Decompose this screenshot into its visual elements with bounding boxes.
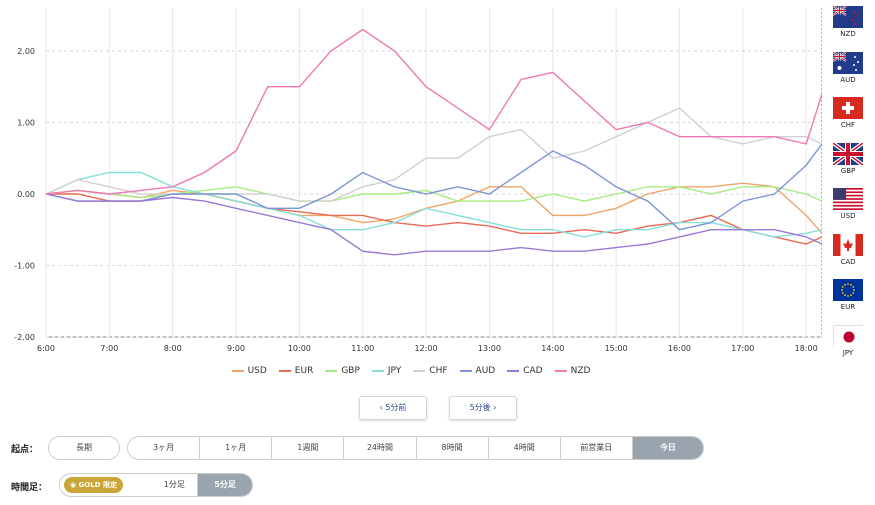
y-tick-label: 2.00 (17, 47, 35, 56)
chart-series (45, 28, 822, 256)
x-tick-label: 15:00 (605, 344, 628, 353)
prev-5min-button[interactable]: ‹ 5分前 (359, 396, 427, 420)
legend-label: JPY (387, 366, 402, 376)
flag-item-gbp[interactable]: GBP (828, 140, 868, 175)
series-line-usd (45, 182, 822, 234)
legend-label: NZD (570, 366, 591, 376)
chart-grid (45, 8, 822, 338)
flag-item-aud[interactable]: AUD (828, 50, 868, 84)
currency-strength-chart: 6:00 7:00 8:00 9:00 10:00 11:00 12:00 13:00 14:0… (14, 8, 822, 353)
flag-item-jpy[interactable]: JPY (828, 324, 868, 357)
legend-swatch (278, 369, 291, 372)
legend-item-eur[interactable]: EUR (278, 366, 314, 376)
x-tick-label: 18:00 (795, 344, 818, 353)
legend-swatch (554, 369, 567, 372)
start-point-label: 起点： (11, 445, 39, 455)
flag-item-cad[interactable]: CAD (828, 233, 868, 266)
series-line-jpy (45, 171, 822, 238)
x-tick-label: 11:00 (351, 344, 374, 353)
series-line-cad (45, 193, 822, 256)
series-line-aud (45, 143, 822, 231)
series-line-eur (46, 193, 822, 245)
timeframe-options: ◉ GOLD 限定 1分足 5分足 (59, 473, 253, 497)
legend-swatch (231, 369, 244, 372)
legend-label: CAD (523, 366, 543, 376)
y-tick-label: 0.00 (17, 190, 35, 199)
series-line-nzd (45, 28, 822, 195)
chart-tick-labels: 6:00 7:00 8:00 9:00 10:00 11:00 12:00 13:00 14:0… (14, 47, 817, 353)
flag-label: CHF (840, 121, 856, 129)
chevron-right-icon: › (490, 403, 497, 412)
legend-swatch (325, 369, 338, 372)
start-option-3[interactable]: 24時間 (344, 437, 417, 459)
flag-item-nzd[interactable]: NZD (828, 5, 868, 38)
legend-item-aud[interactable]: AUD (459, 366, 496, 376)
legend-swatch (459, 369, 472, 372)
flag-item-chf[interactable]: CHF (828, 97, 868, 129)
chart-legend: USD EUR GBP JPY CHF AUD CAD NZD (0, 366, 822, 382)
legend-item-gbp[interactable]: GBP (325, 366, 360, 376)
x-tick-label: 6:00 (37, 344, 55, 353)
start-option-2[interactable]: 1週間 (272, 437, 345, 459)
y-tick-label: -2.00 (14, 333, 35, 342)
start-option-4[interactable]: 8時間 (416, 437, 489, 459)
ca-flag-icon (833, 233, 863, 256)
ch-flag-icon (833, 97, 863, 119)
start-long-term-group: 長期 (48, 436, 120, 460)
gold-coin-icon: ◉ (70, 481, 79, 489)
us-flag-icon (833, 188, 863, 210)
x-tick-label: 13:00 (478, 344, 501, 353)
flag-label: NZD (840, 30, 856, 38)
flag-label: EUR (840, 303, 856, 311)
timeframe-option-0[interactable]: 1分足 (151, 474, 199, 496)
x-tick-label: 8:00 (164, 344, 182, 353)
x-tick-label: 12:00 (415, 344, 438, 353)
timeframe-label: 時間足： (11, 483, 48, 493)
timeframe-option-1[interactable]: 5分足 (198, 474, 252, 496)
legend-swatch (507, 369, 520, 372)
legend-label: EUR (294, 366, 314, 376)
start-option-1[interactable]: 1ヶ月 (200, 437, 273, 459)
x-tick-label: 14:00 (541, 344, 564, 353)
legend-item-chf[interactable]: CHF (413, 366, 448, 376)
legend-item-jpy[interactable]: JPY (371, 366, 402, 376)
chevron-left-icon: ‹ (379, 403, 386, 412)
eu-flag-icon (833, 279, 863, 301)
legend-swatch (413, 369, 426, 372)
y-tick-label: 1.00 (17, 118, 35, 127)
au-flag-icon (832, 50, 863, 74)
start-option-6[interactable]: 前営業日 (560, 437, 633, 459)
legend-label: AUD (475, 366, 496, 376)
x-tick-label: 10:00 (288, 344, 311, 353)
jp-flag-icon (833, 324, 864, 348)
x-tick-label: 9:00 (227, 344, 245, 353)
flag-label: JPY (842, 348, 854, 357)
flag-label: CAD (840, 257, 856, 266)
start-point-options: 3ヶ月 1ヶ月 1週間 24時間 8時間 4時間 前営業日 今日 (127, 436, 704, 460)
start-option-0[interactable]: 3ヶ月 (128, 437, 201, 459)
x-tick-label: 7:00 (100, 344, 118, 353)
y-tick-label: -1.00 (14, 261, 35, 270)
start-option-5[interactable]: 4時間 (488, 437, 561, 459)
legend-swatch (371, 369, 384, 372)
start-option-7[interactable]: 今日 (632, 437, 703, 459)
nz-flag-icon (832, 5, 863, 28)
flag-label: AUD (840, 75, 856, 84)
x-tick-label: 16:00 (668, 344, 691, 353)
gb-flag-icon (831, 140, 865, 167)
legend-label: USD (247, 366, 267, 376)
start-long-term-button[interactable]: 長期 (49, 437, 119, 459)
x-tick-label: 17:00 (731, 344, 754, 353)
next-5min-button[interactable]: 5分後 › (449, 396, 517, 420)
flag-item-eur[interactable]: EUR (828, 279, 868, 311)
flag-label: USD (840, 212, 856, 220)
flag-label: GBP (840, 166, 856, 175)
legend-label: CHF (429, 366, 448, 376)
gold-limited-badge: ◉ GOLD 限定 (60, 474, 152, 496)
flag-item-usd[interactable]: USD (828, 188, 868, 220)
legend-item-cad[interactable]: CAD (507, 366, 543, 376)
legend-item-nzd[interactable]: NZD (554, 366, 591, 376)
legend-label: GBP (341, 366, 360, 376)
legend-item-usd[interactable]: USD (231, 366, 267, 376)
